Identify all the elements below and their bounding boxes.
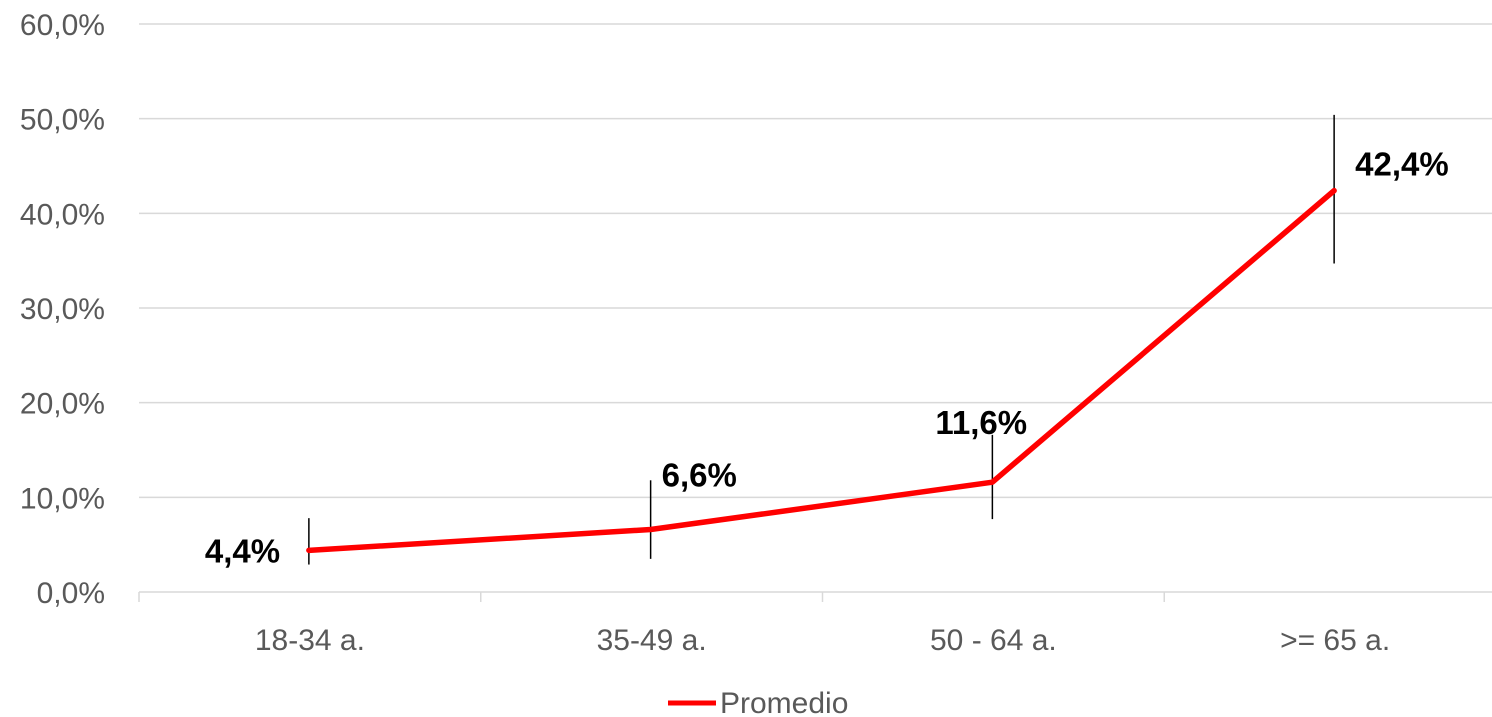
x-tick-label: 35-49 a. — [597, 624, 707, 657]
x-axis — [138, 591, 1492, 602]
y-tick-label: 0,0% — [37, 577, 105, 610]
x-tick-label: 50 - 64 a. — [930, 624, 1057, 657]
gridlines — [139, 23, 1492, 499]
data-labels: 4,4% 6,6% 11,6% 42,4% — [205, 146, 1449, 570]
series-line-promedio — [306, 187, 1337, 554]
y-axis-tick-labels: 0,0% 10,0% 20,0% 30,0% 40,0% 50,0% 60,0% — [20, 9, 105, 610]
y-tick-label: 60,0% — [20, 9, 105, 42]
legend-label-promedio: Promedio — [720, 687, 848, 717]
data-label: 11,6% — [935, 404, 1027, 441]
data-label: 4,4% — [205, 532, 280, 569]
data-label: 42,4% — [1355, 146, 1449, 183]
y-tick-label: 50,0% — [20, 104, 105, 137]
x-axis-tick-labels: 18-34 a. 35-49 a. 50 - 64 a. >= 65 a. — [255, 624, 1390, 657]
y-tick-label: 20,0% — [20, 388, 105, 421]
y-tick-label: 40,0% — [20, 198, 105, 231]
x-tick-label: 18-34 a. — [255, 624, 365, 657]
data-label: 6,6% — [662, 457, 737, 494]
y-tick-label: 10,0% — [20, 482, 105, 515]
x-tick-label: >= 65 a. — [1280, 624, 1390, 657]
y-tick-label: 30,0% — [20, 293, 105, 326]
legend: Promedio — [668, 687, 848, 717]
series-lines — [306, 187, 1337, 554]
